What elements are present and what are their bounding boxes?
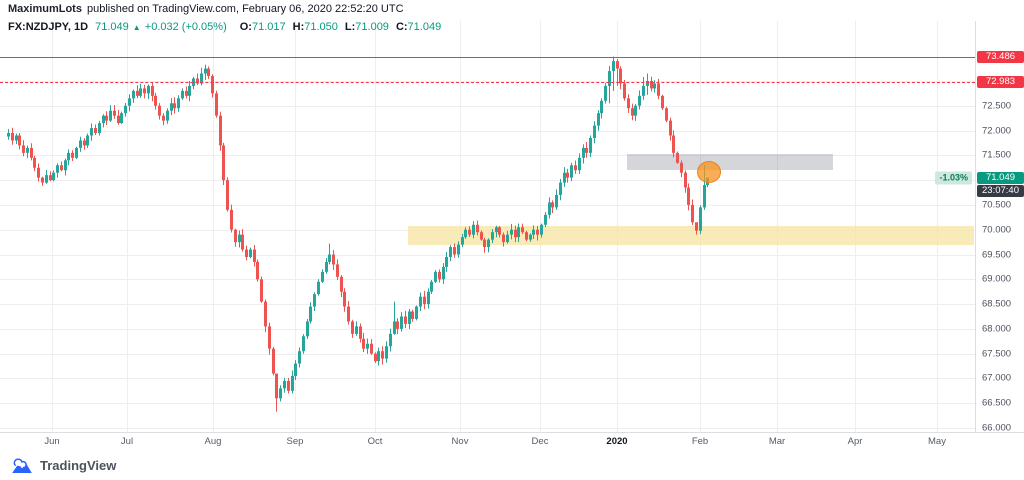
ohlc-label: H:: [292, 21, 305, 33]
bar-countdown-label: 23:07:40: [977, 184, 1024, 197]
price-tick-label: 69.500: [982, 249, 1012, 260]
ohlc-label: L:: [344, 21, 356, 33]
publish-info: published on TradingView.com, February 0…: [86, 3, 404, 15]
chart-canvas[interactable]: [0, 18, 975, 432]
price-tick-label: 71.500: [982, 149, 1012, 161]
price-tick-label: 68.500: [982, 298, 1012, 310]
time-tick-label: Aug: [204, 436, 222, 447]
price-tick-label: 72.000: [982, 125, 1012, 137]
author-name[interactable]: MaximumLots: [8, 3, 82, 15]
time-tick-label: Apr: [847, 436, 863, 447]
price-tick-label: 68.000: [982, 323, 1012, 335]
resistance-line-dashed[interactable]: [0, 82, 975, 83]
time-tick-label: Sep: [286, 436, 304, 447]
level-price-label: 72.983: [977, 75, 1024, 88]
ohlc-value: 71.049: [407, 21, 442, 33]
price-tick-label: 67.500: [982, 348, 1012, 360]
ohlc-value: 71.017: [251, 21, 286, 33]
ohlc-label: C:: [395, 21, 408, 33]
price-tick-label: 67.000: [982, 372, 1012, 384]
quote-price: 71.049: [95, 21, 129, 33]
footer: TradingView: [0, 450, 1024, 480]
entry-highlight[interactable]: [697, 160, 721, 183]
time-tick-label: Nov: [451, 436, 469, 447]
chart-area: FX:NZDJPY, 1D 71.049 ▲ +0.032 (+0.05%) O:7…: [0, 18, 1024, 434]
publish-bar: MaximumLots published on TradingView.com,…: [0, 0, 1024, 21]
time-tick-label: Jul: [120, 436, 134, 447]
price-tick-label: 66.000: [982, 422, 1012, 434]
time-tick-label: Mar: [768, 436, 786, 447]
time-tick-label: Oct: [367, 436, 383, 447]
tradingview-brand[interactable]: TradingView: [40, 457, 117, 473]
time-axis[interactable]: Jun Jul Aug Sep Oct Nov Dec 2020 Feb Mar Apr May: [0, 432, 1024, 451]
level-price-label: 73.486: [977, 50, 1024, 63]
price-tick-label: 70.500: [982, 199, 1012, 211]
price-tick-label: 72.500: [982, 100, 1012, 112]
price-tick-label: 69.000: [982, 273, 1012, 285]
price-axis[interactable]: 72.500 72.000 71.500 70.500 70.000 69.500 69.0…: [975, 18, 1024, 434]
last-price-label: 71.049: [977, 171, 1024, 184]
tradingview-logo-icon[interactable]: [10, 456, 34, 475]
time-tick-label: Feb: [691, 436, 709, 447]
last-price-quote: 71.049 ▲ +0.032 (+0.05%): [95, 21, 227, 33]
ohlc-value: 71.050: [304, 21, 338, 33]
resistance-line[interactable]: [0, 57, 975, 58]
time-tick-label: Dec: [531, 436, 549, 447]
ohlc-value: 71.009: [355, 21, 389, 33]
symbol-title[interactable]: FX:NZDJPY, 1D: [8, 21, 89, 33]
price-tick-label: 70.000: [982, 224, 1012, 236]
time-tick-label: Jun: [44, 436, 60, 447]
price-tick-label: 66.500: [982, 397, 1012, 409]
symbol-legend[interactable]: FX:NZDJPY, 1D 71.049 ▲ +0.032 (+0.05%) O:7…: [8, 21, 441, 33]
quote-change: +0.032 (+0.05%): [144, 21, 227, 33]
time-tick-label: May: [928, 436, 946, 447]
up-arrow-icon: ▲: [132, 23, 141, 32]
time-tick-label: 2020: [606, 436, 628, 447]
ohlc-label: O:: [239, 21, 252, 33]
ohlc-readout: O:71.017 H:71.050 L:71.009 C:71.049: [233, 21, 441, 33]
percent-change-badge: -1.03%: [935, 171, 972, 185]
